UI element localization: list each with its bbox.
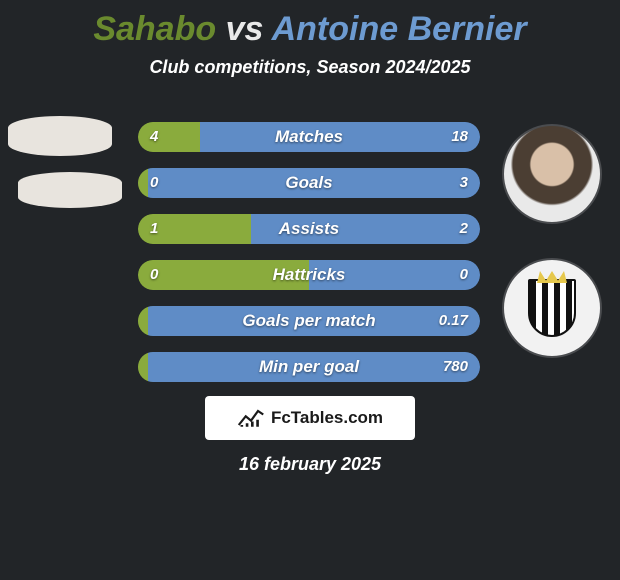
stat-bar-left-value: 0 [150,168,158,198]
player2-avatar [502,124,602,224]
stat-bar-label: Min per goal [138,352,480,382]
stat-bar-row: Goals per match0.17 [138,306,480,336]
footer-date: 16 february 2025 [0,454,620,475]
stat-bar-right-value: 780 [443,352,468,382]
player2-club-crest [502,258,602,358]
stat-bar-row: Min per goal780 [138,352,480,382]
stat-bar-label: Matches [138,122,480,152]
stat-bar-row: Assists1 2 [138,214,480,244]
brand-icon [237,407,265,429]
stat-bar-left-value: 1 [150,214,158,244]
stat-bar-row: Hattricks0 0 [138,260,480,290]
player1-avatar-placeholder [8,116,112,156]
comparison-title: Sahabo vs Antoine Bernier [0,0,620,49]
brand-text: FcTables.com [271,408,383,428]
stat-bar-label: Assists [138,214,480,244]
stat-bar-right-value: 2 [460,214,468,244]
title-player1: Sahabo [93,10,216,48]
title-vs: vs [226,10,264,48]
stat-bars: Matches418Goals03Assists12Hattricks00Goa… [138,122,480,398]
stat-bar-left-value: 0 [150,260,158,290]
title-player2: Antoine Bernier [272,10,527,48]
stat-bar-right-value: 3 [460,168,468,198]
stat-bar-label: Hattricks [138,260,480,290]
player1-club-placeholder [18,172,122,208]
stat-bar-row: Goals0 3 [138,168,480,198]
stat-bar-right-value: 0.17 [439,306,468,336]
stat-bar-label: Goals [138,168,480,198]
stat-bar-right-value: 0 [460,260,468,290]
stat-bar-right-value: 18 [451,122,468,152]
subtitle: Club competitions, Season 2024/2025 [0,57,620,78]
brand-badge: FcTables.com [205,396,415,440]
stat-bar-left-value: 4 [150,122,158,152]
stat-bar-label: Goals per match [138,306,480,336]
stat-bar-row: Matches4 18 [138,122,480,152]
